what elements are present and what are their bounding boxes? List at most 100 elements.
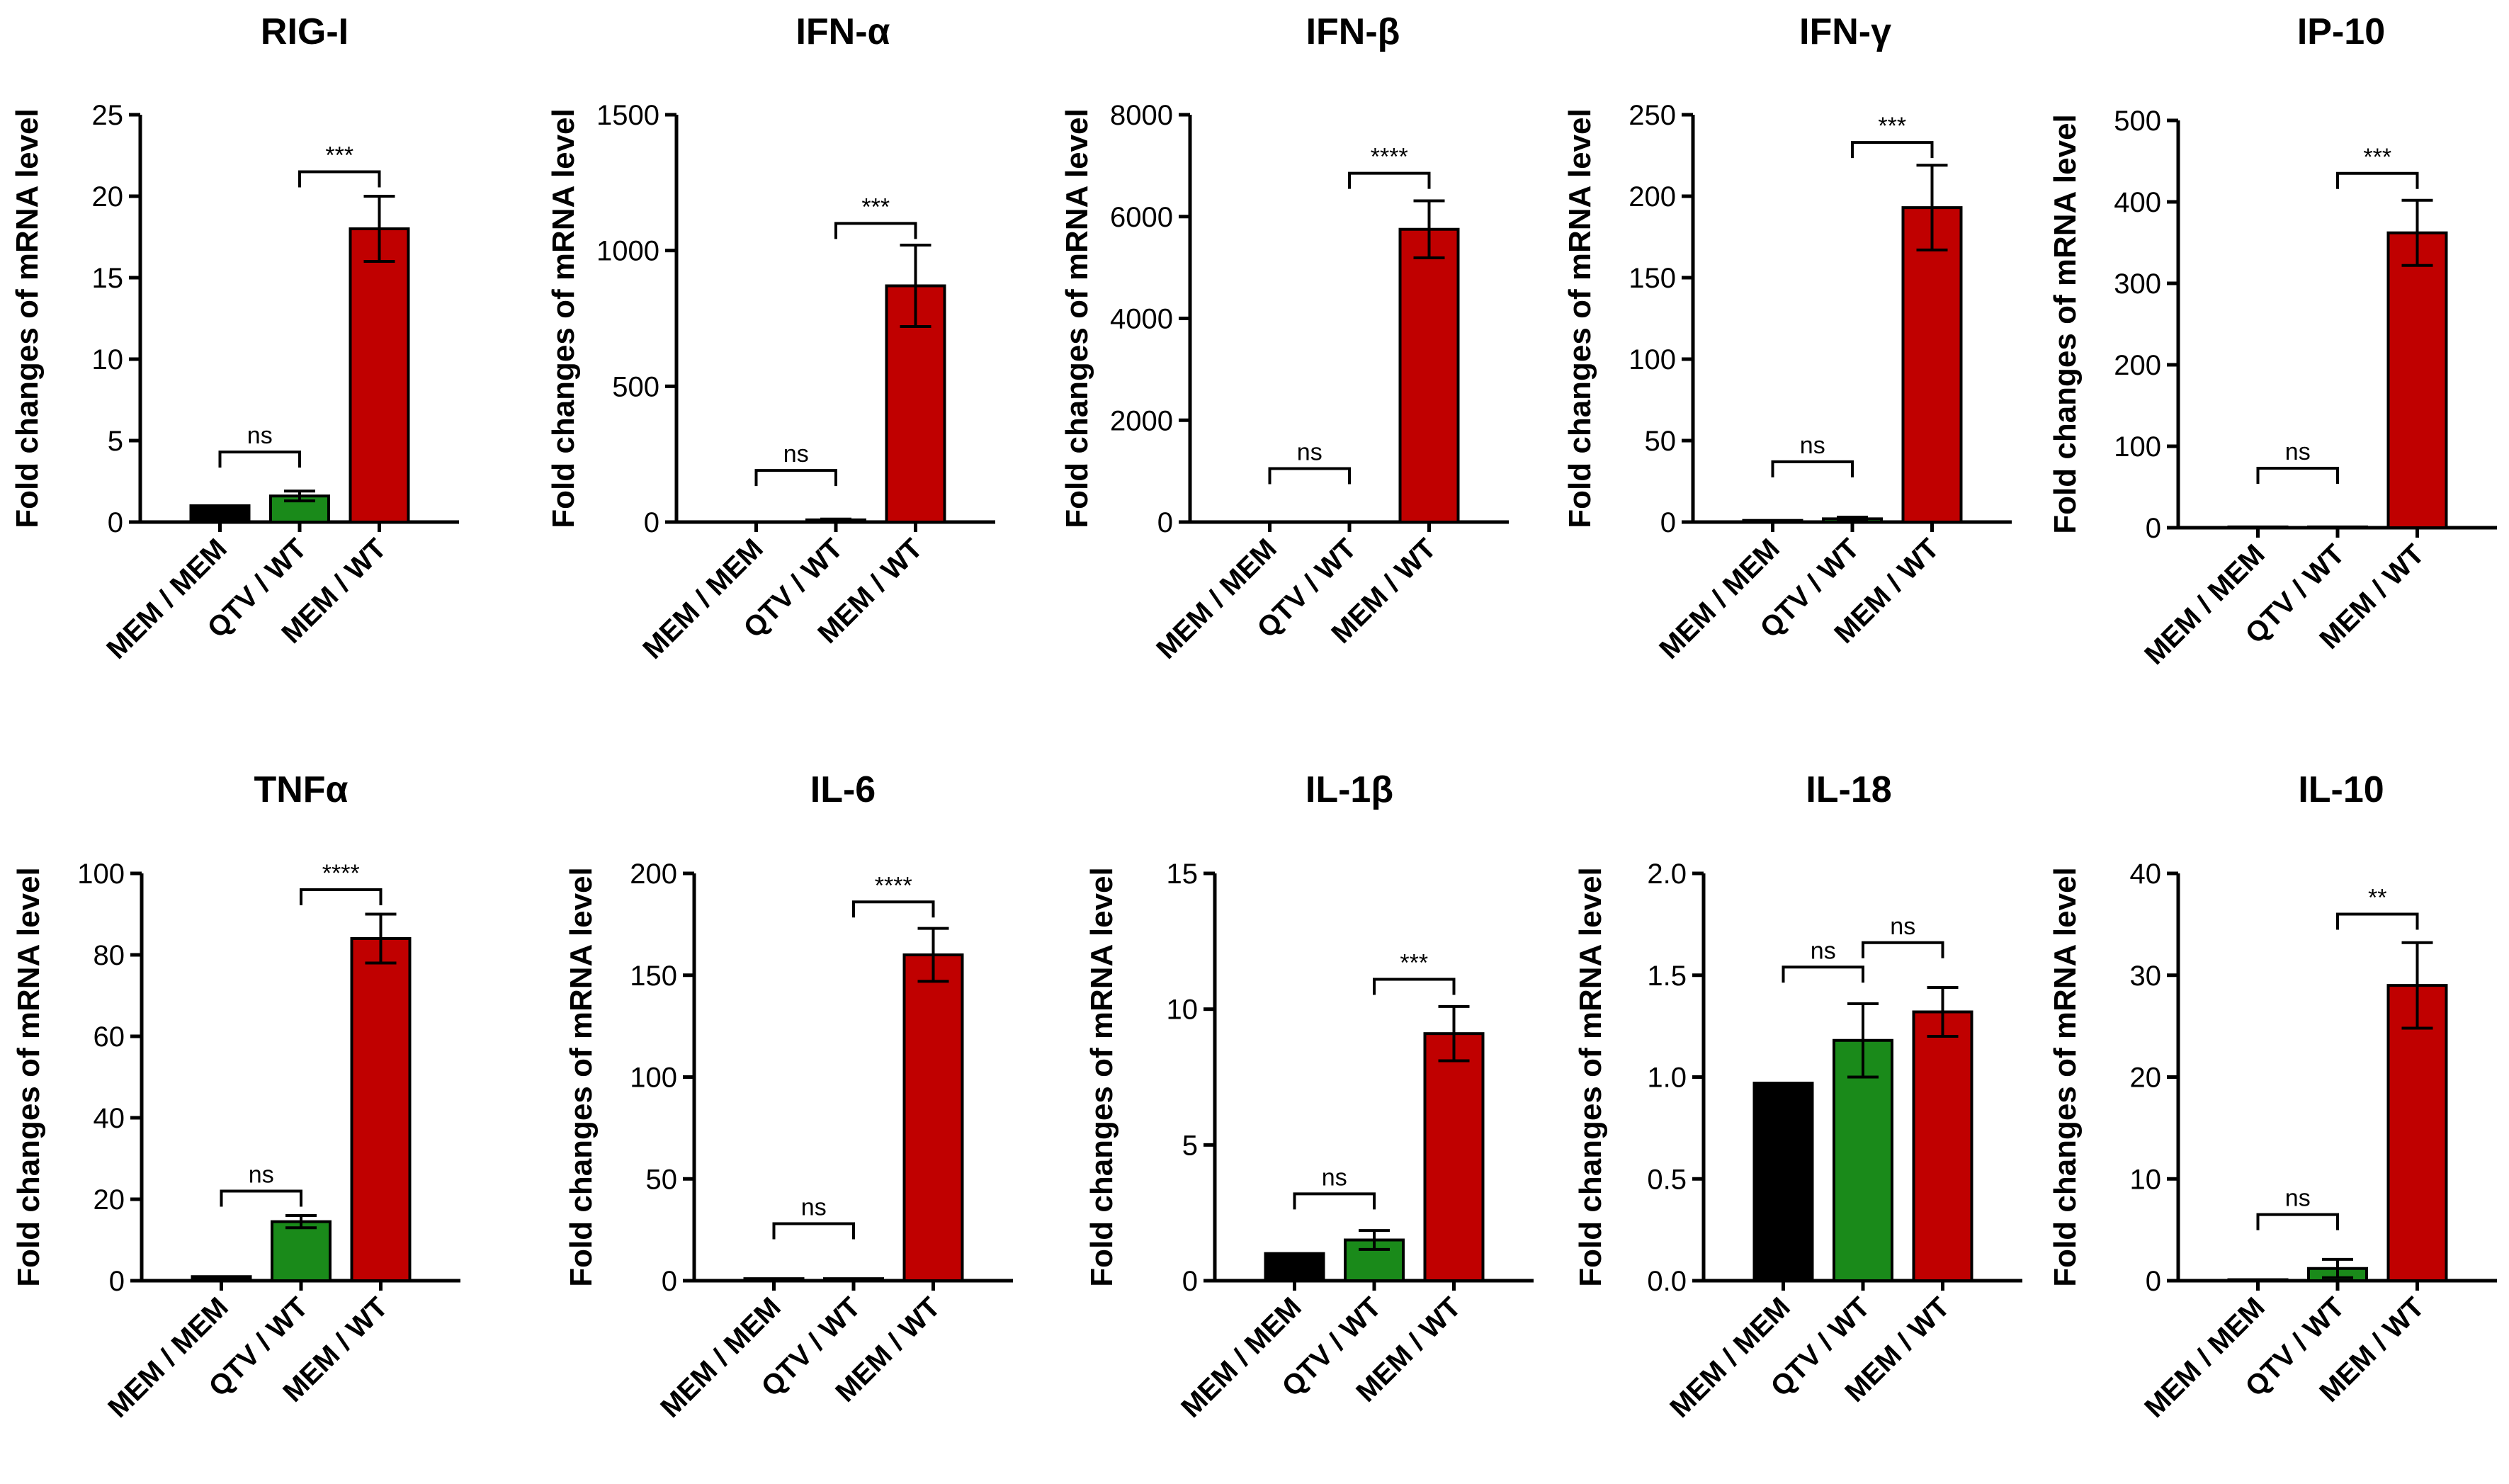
significance-bracket xyxy=(852,900,935,918)
significance-bracket xyxy=(300,888,383,905)
significance-label: ns xyxy=(2285,438,2311,465)
significance-label: ns xyxy=(801,1194,827,1221)
y-tick-label: 100 xyxy=(2114,431,2161,463)
chart-panel: IFN-α 0 500 1000 1500 Fold changes of mRNA le… xyxy=(546,11,995,665)
y-tick-label: 0 xyxy=(1660,507,1676,538)
y-tick-label: 4000 xyxy=(1110,304,1173,335)
y-tick-label: 10 xyxy=(2130,1164,2162,1195)
y-axis-label: Fold changes of mRNA level xyxy=(11,867,46,1286)
significance-bracket xyxy=(2256,467,2339,485)
y-tick-label: 1.5 xyxy=(1647,961,1687,992)
y-tick-label: 25 xyxy=(92,100,124,131)
significance-bracket xyxy=(754,469,837,487)
bar xyxy=(2386,231,2448,529)
x-tick-label: MEM / MEM xyxy=(1664,1291,1796,1424)
y-tick-label: 1.0 xyxy=(1647,1063,1687,1094)
significance-bracket xyxy=(1782,965,1864,983)
significance-bracket xyxy=(1851,141,1934,159)
y-tick-label: 0.5 xyxy=(1647,1164,1687,1195)
bar xyxy=(271,1220,332,1282)
significance-label: *** xyxy=(325,142,353,169)
y-tick-label: 250 xyxy=(1629,100,1676,131)
y-axis-label: Fold changes of mRNA level xyxy=(1563,108,1597,528)
bar xyxy=(1912,1010,1973,1282)
y-tick-label: 50 xyxy=(646,1164,678,1195)
y-tick-label: 100 xyxy=(77,859,125,890)
chart-panel: IP-10 0 100 200 300 400 500 Fold changes of mRN… xyxy=(2048,11,2497,671)
significance-label: ns xyxy=(1297,439,1323,466)
significance-label: ns xyxy=(1890,913,1915,940)
y-tick-label: 0 xyxy=(1157,507,1173,538)
y-tick-label: 150 xyxy=(630,961,677,992)
x-tick-label: MEM / MEM xyxy=(637,533,769,665)
y-tick-label: 0 xyxy=(662,1266,677,1297)
significance-bracket xyxy=(218,451,301,468)
bar xyxy=(2386,984,2448,1282)
chart-title: RIG-I xyxy=(261,11,349,52)
y-tick-label: 2.0 xyxy=(1647,859,1687,890)
y-axis-label: Fold changes of mRNA level xyxy=(1573,867,1608,1286)
y-axis-label: Fold changes of mRNA level xyxy=(546,108,581,528)
y-tick-label: 0 xyxy=(2146,513,2161,544)
bar xyxy=(349,227,410,523)
chart-panel: IL-10 0 10 20 30 40 Fold changes of mRNA level… xyxy=(2048,769,2497,1424)
y-tick-label: 6000 xyxy=(1110,202,1173,233)
significance-label: **** xyxy=(1371,144,1408,171)
significance-bracket xyxy=(298,170,381,188)
significance-label: **** xyxy=(875,872,912,899)
x-tick-label: MEM / MEM xyxy=(2139,1291,2271,1424)
significance-bracket xyxy=(1268,467,1351,485)
chart-title: IL-6 xyxy=(810,769,876,810)
y-tick-label: 20 xyxy=(94,1184,125,1216)
chart-title: TNFα xyxy=(254,769,348,810)
significance-label: ** xyxy=(2368,885,2386,912)
significance-bracket xyxy=(772,1222,855,1240)
significance-label: ns xyxy=(2285,1185,2311,1212)
bar xyxy=(1901,206,1963,523)
chart-panel: IFN-γ 0 50 100 150 200 250 Fold changes of mRNA… xyxy=(1563,11,2012,665)
y-tick-label: 200 xyxy=(2114,350,2161,381)
significance-bracket xyxy=(1373,978,1456,995)
y-tick-label: 100 xyxy=(630,1063,677,1094)
y-tick-label: 10 xyxy=(92,344,124,375)
y-tick-label: 300 xyxy=(2114,268,2161,300)
y-tick-label: 1000 xyxy=(596,236,659,267)
y-tick-label: 15 xyxy=(1167,859,1199,890)
y-tick-label: 5 xyxy=(108,426,123,457)
x-tick-label: MEM / MEM xyxy=(1653,533,1786,665)
bar xyxy=(1423,1032,1485,1282)
y-tick-label: 60 xyxy=(94,1021,125,1053)
x-tick-label: MEM / MEM xyxy=(1175,1291,1308,1424)
bar xyxy=(350,937,412,1282)
significance-label: *** xyxy=(2363,144,2391,171)
chart-panel: IL-1β 0 5 10 15 Fold changes of mRNA level MEM… xyxy=(1084,769,1534,1424)
bar xyxy=(1264,1252,1325,1282)
bar xyxy=(2227,1278,2289,1282)
significance-label: *** xyxy=(1878,113,1906,140)
chart-panel: IL-18 0.0 0.5 1.0 1.5 2.0 Fold changes of mRNA… xyxy=(1573,769,2022,1424)
significance-bracket xyxy=(834,222,917,239)
y-tick-label: 200 xyxy=(630,859,677,890)
x-tick-label: MEM / MEM xyxy=(2139,538,2271,671)
significance-bracket xyxy=(1348,171,1431,189)
significance-bracket xyxy=(1293,1192,1376,1210)
bar xyxy=(1752,1082,1814,1282)
chart-title: IL-1β xyxy=(1306,769,1393,810)
y-tick-label: 500 xyxy=(2114,106,2161,137)
y-tick-label: 200 xyxy=(1629,181,1676,213)
bar xyxy=(823,1277,884,1282)
bar xyxy=(191,1275,252,1282)
y-tick-label: 500 xyxy=(612,371,659,402)
y-axis-label: Fold changes of mRNA level xyxy=(1060,108,1094,528)
y-axis-label: Fold changes of mRNA level xyxy=(2048,867,2083,1286)
bar xyxy=(743,1277,805,1282)
significance-label: ns xyxy=(247,422,273,449)
chart-title: IFN-β xyxy=(1306,11,1400,52)
y-tick-label: 20 xyxy=(92,181,124,213)
significance-label: ns xyxy=(249,1162,274,1189)
bar xyxy=(2307,525,2368,529)
y-tick-label: 15 xyxy=(92,263,124,294)
significance-label: ns xyxy=(783,441,809,468)
chart-panel: IFN-β 0 2000 4000 6000 8000 Fold changes of mR… xyxy=(1060,11,1509,665)
chart-title: IFN-α xyxy=(795,11,890,52)
